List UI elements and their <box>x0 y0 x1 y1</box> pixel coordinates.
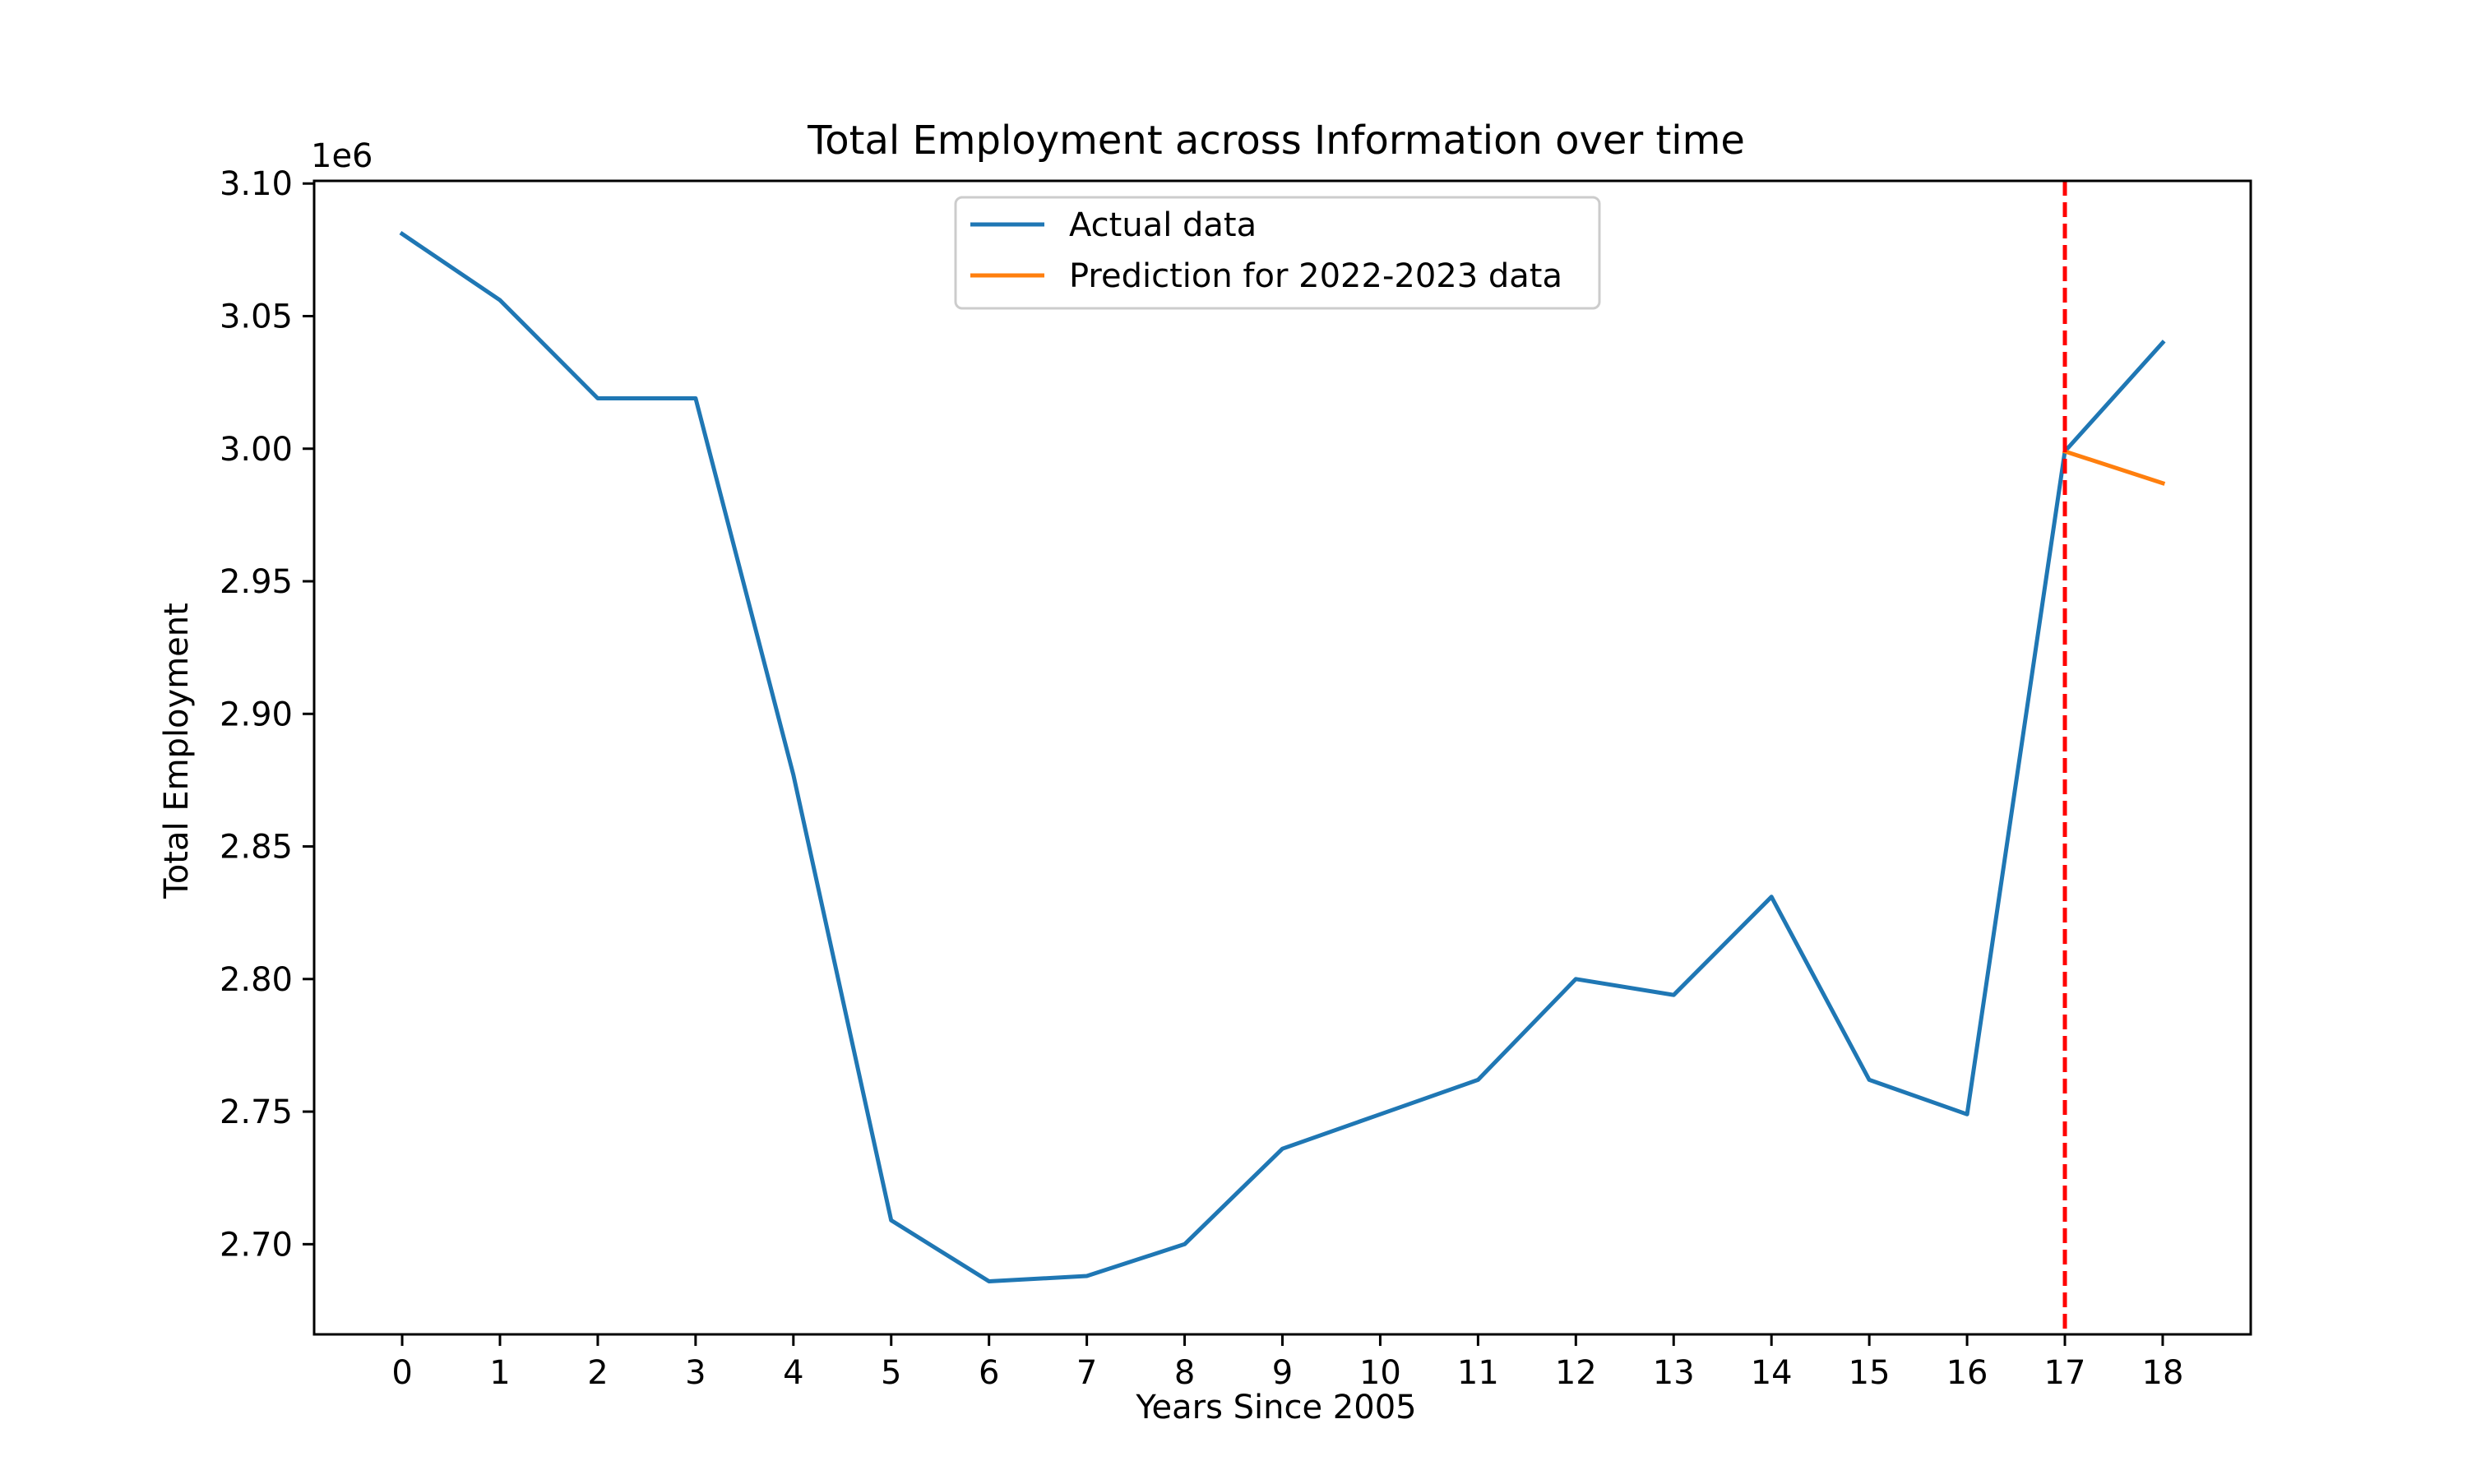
legend: Actual data Prediction for 2022-2023 dat… <box>954 196 1601 310</box>
series-line-actual <box>399 231 2166 1283</box>
x-tick-label: 3 <box>685 1354 706 1392</box>
x-tick-label: 8 <box>1174 1354 1195 1392</box>
x-axis-label: Years Since 2005 <box>1135 1389 1416 1426</box>
y-tick-label: 3.00 <box>220 431 293 469</box>
y-axis-ticks: 2.70 2.75 2.80 2.85 2.90 2.95 3.00 3.05 3.10 <box>220 165 314 1264</box>
x-tick-label: 18 <box>2142 1354 2184 1392</box>
x-tick-label: 14 <box>1751 1354 1793 1392</box>
plot-area-frame <box>312 179 2252 1336</box>
chart-title: Total Employment across Information over… <box>807 118 1745 164</box>
x-tick-label: 13 <box>1653 1354 1695 1392</box>
series-line-prediction <box>2062 448 2166 486</box>
y-tick-label: 2.75 <box>220 1093 293 1131</box>
x-tick-label: 5 <box>881 1354 901 1392</box>
x-tick-label: 2 <box>587 1354 608 1392</box>
x-tick-label: 10 <box>1359 1354 1401 1392</box>
legend-label-actual: Actual data <box>1069 206 1257 244</box>
x-axis-ticks: 0 1 2 3 4 5 6 7 8 9 10 11 12 13 14 15 16 17 18 <box>391 1334 2183 1392</box>
x-tick-label: 0 <box>391 1354 412 1392</box>
x-tick-label: 6 <box>979 1354 999 1392</box>
x-tick-label: 7 <box>1076 1354 1097 1392</box>
y-tick-label: 2.70 <box>220 1226 293 1264</box>
x-tick-label: 11 <box>1457 1354 1499 1392</box>
legend-label-prediction: Prediction for 2022-2023 data <box>1069 257 1562 295</box>
x-tick-label: 12 <box>1555 1354 1597 1392</box>
y-tick-label: 2.95 <box>220 563 293 601</box>
y-tick-label: 3.05 <box>220 298 293 335</box>
x-tick-label: 17 <box>2044 1354 2086 1392</box>
y-axis-label: Total Employment <box>158 603 196 899</box>
y-tick-label: 2.90 <box>220 696 293 733</box>
y-tick-label: 3.10 <box>220 165 293 203</box>
x-tick-label: 15 <box>1849 1354 1891 1392</box>
x-tick-label: 9 <box>1272 1354 1293 1392</box>
y-tick-label: 2.80 <box>220 961 293 999</box>
y-tick-label: 2.85 <box>220 829 293 867</box>
series-layer <box>399 231 2166 1283</box>
legend-box <box>954 196 1601 310</box>
y-offset-label: 1e6 <box>311 137 373 175</box>
x-tick-label: 4 <box>783 1354 803 1392</box>
x-tick-label: 16 <box>1946 1354 1988 1392</box>
x-tick-label: 1 <box>489 1354 510 1392</box>
